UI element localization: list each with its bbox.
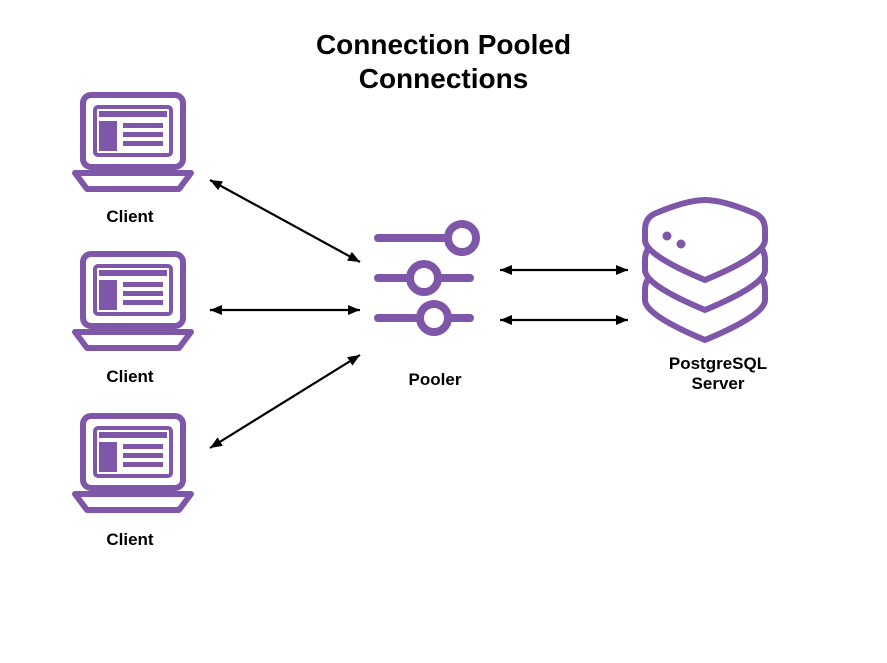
diagram-canvas <box>0 0 887 663</box>
client1-label: Client <box>50 207 210 227</box>
client2-label: Client <box>50 367 210 387</box>
client-icon <box>75 254 191 348</box>
server-label: PostgreSQL Server <box>638 354 798 394</box>
server-icon <box>645 200 765 340</box>
client-icon <box>75 416 191 510</box>
pooler-label: Pooler <box>355 370 515 390</box>
pooler-icon <box>378 224 476 332</box>
client3-label: Client <box>50 530 210 550</box>
client-icon <box>75 95 191 189</box>
